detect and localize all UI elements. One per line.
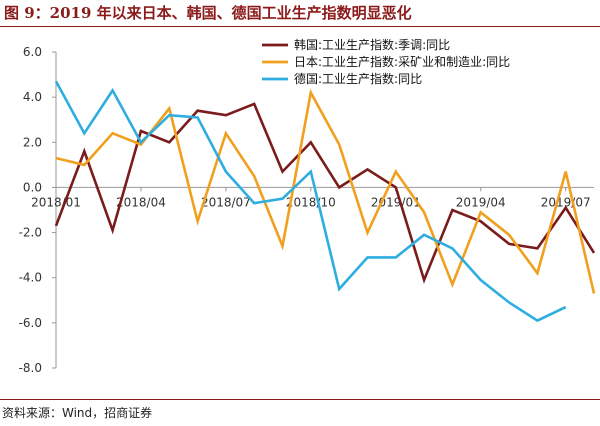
line-chart: 6.0 4.0 2.0 0.0 -2.0 -4.0 -6.0 -8.0 2018/01 2018/… xyxy=(19,37,596,375)
legend-label-0: 韩国:工业生产指数:季调:同比 xyxy=(294,37,450,52)
source-divider xyxy=(0,399,600,400)
legend-label-1: 日本:工业生产指数:采矿业和制造业:同比 xyxy=(294,54,510,69)
y-tick-label: 6.0 xyxy=(23,45,42,59)
series-line-2 xyxy=(54,80,567,323)
y-tick-label: -4.0 xyxy=(19,271,42,285)
series-line-1 xyxy=(55,88,596,294)
source-note: 资料来源：Wind，招商证券 xyxy=(2,406,153,420)
legend-label-2: 德国:工业生产指数:同比 xyxy=(294,71,422,86)
x-tick-label: 2018/01 xyxy=(31,195,81,209)
title-divider xyxy=(0,26,600,27)
y-tick-label: -6.0 xyxy=(19,316,42,330)
y-tick-label: -8.0 xyxy=(19,361,42,375)
y-tick-label: 4.0 xyxy=(23,90,42,104)
y-tick-label: -2.0 xyxy=(19,226,42,240)
chart-title: 图 9：2019 年以来日本、韩国、德国工业生产指数明显恶化 xyxy=(4,4,412,22)
x-tick-label: 2018/07 xyxy=(201,195,251,209)
x-tick-label: 2019/04 xyxy=(456,195,506,209)
x-tick-label: 2018/10 xyxy=(286,195,336,209)
x-tick-label: 2019/07 xyxy=(541,195,591,209)
x-tick-label: 2018/04 xyxy=(116,195,166,209)
y-tick-label: 0.0 xyxy=(23,180,42,194)
series-line-0 xyxy=(54,102,596,284)
y-tick-label: 2.0 xyxy=(23,135,42,149)
